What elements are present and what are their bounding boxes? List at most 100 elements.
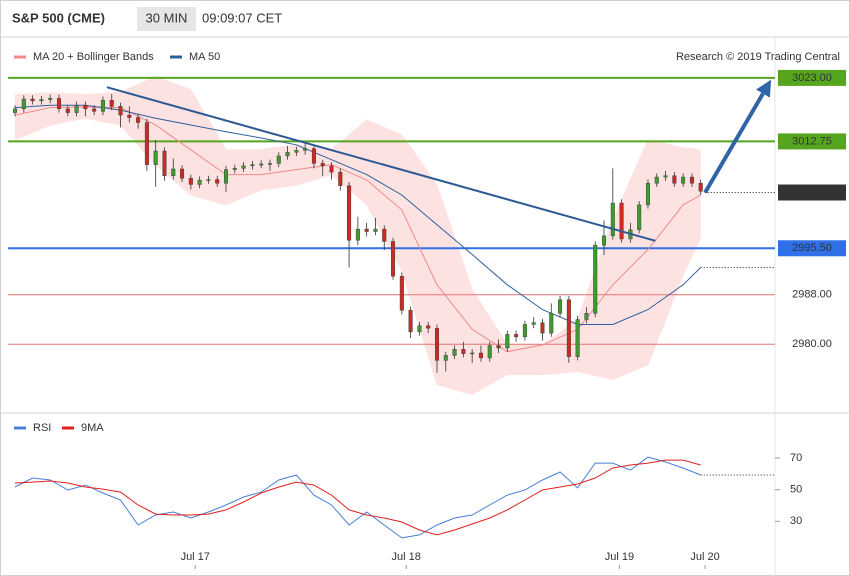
trendline bbox=[106, 86, 656, 242]
candle-body bbox=[663, 175, 668, 178]
candle-body bbox=[320, 163, 325, 167]
candle-body bbox=[153, 150, 158, 165]
candle-body bbox=[558, 299, 563, 314]
candle-body bbox=[417, 325, 422, 333]
candle-body bbox=[13, 108, 18, 113]
level-label: 3004.50 bbox=[792, 186, 832, 198]
moving-average bbox=[14, 104, 702, 325]
candle-body bbox=[241, 165, 246, 169]
candle-body bbox=[549, 313, 554, 334]
interval-box bbox=[137, 7, 196, 31]
candle-body bbox=[21, 98, 26, 110]
candle-body bbox=[575, 319, 580, 357]
candle-body bbox=[452, 349, 457, 356]
x-tick-label: Jul 19 bbox=[605, 551, 634, 563]
bollinger-lower bbox=[14, 117, 702, 396]
legend-label: MA 50 bbox=[189, 51, 220, 63]
candle-body bbox=[259, 163, 264, 166]
candle-body bbox=[496, 345, 501, 349]
candle-body bbox=[443, 355, 448, 361]
candle-body bbox=[522, 324, 527, 338]
candle-body bbox=[136, 117, 141, 123]
candle-body bbox=[250, 164, 255, 167]
candle-body bbox=[197, 179, 202, 185]
bollinger-upper bbox=[14, 76, 701, 346]
candle-body bbox=[434, 327, 439, 361]
candle-body bbox=[83, 104, 88, 110]
rsi-line bbox=[14, 456, 701, 539]
level-label: 2995.50 bbox=[792, 242, 832, 254]
candle-body bbox=[408, 310, 413, 333]
candle-body bbox=[144, 122, 149, 165]
candle-body bbox=[294, 150, 299, 153]
candle-body bbox=[610, 202, 615, 237]
candle-body bbox=[637, 204, 642, 230]
level-box bbox=[778, 133, 846, 150]
symbol: S&P 500 (CME) bbox=[12, 10, 105, 25]
candle-body bbox=[171, 168, 176, 176]
interval: 30 MIN bbox=[146, 10, 188, 25]
level-box bbox=[778, 184, 846, 201]
level-label: 2980.00 bbox=[792, 338, 832, 350]
candle-body bbox=[698, 183, 703, 192]
rsi-line bbox=[14, 459, 701, 536]
forecast-arrowhead bbox=[756, 79, 772, 98]
candle-body bbox=[215, 179, 220, 184]
time: 09:09:07 CET bbox=[202, 10, 282, 25]
candle-body bbox=[267, 163, 272, 165]
candle-body bbox=[109, 100, 114, 107]
candle-body bbox=[619, 202, 624, 240]
legend-label: 9MA bbox=[81, 422, 104, 434]
candle-body bbox=[162, 150, 167, 176]
candle-body bbox=[118, 106, 123, 116]
candle-body bbox=[364, 228, 369, 232]
candle-body bbox=[505, 334, 510, 349]
candle-body bbox=[584, 313, 589, 320]
candle-body bbox=[566, 299, 571, 357]
level-box bbox=[778, 69, 846, 86]
candle-body bbox=[30, 98, 35, 102]
copyright: Research © 2019 Trading Central bbox=[676, 51, 840, 63]
candle-body bbox=[391, 241, 396, 277]
candle-body bbox=[329, 165, 334, 173]
candle-body bbox=[338, 171, 343, 186]
candle-body bbox=[461, 349, 466, 354]
candle-body bbox=[602, 235, 607, 246]
candle-body bbox=[303, 148, 308, 151]
candle-body bbox=[285, 152, 290, 157]
y-tick-label: 70 bbox=[790, 452, 802, 464]
candle-body bbox=[645, 183, 650, 206]
candle-body bbox=[593, 244, 598, 314]
candle-body bbox=[487, 345, 492, 359]
candle-body bbox=[373, 228, 378, 232]
candle-body bbox=[426, 325, 431, 329]
candle-body bbox=[232, 168, 237, 170]
candle-body bbox=[92, 108, 97, 112]
candle-body bbox=[206, 179, 211, 181]
candle-body bbox=[470, 352, 475, 355]
candle-body bbox=[399, 275, 404, 311]
candle-body bbox=[531, 322, 536, 325]
level-box bbox=[778, 240, 846, 257]
candle-body bbox=[311, 148, 316, 164]
candle-body bbox=[355, 228, 360, 241]
x-tick-label: Jul 17 bbox=[181, 551, 210, 563]
y-tick-label: 30 bbox=[790, 515, 802, 527]
candle-body bbox=[48, 98, 53, 100]
candle-body bbox=[478, 352, 483, 359]
candle-body bbox=[654, 176, 659, 184]
level-label: 3023.00 bbox=[792, 72, 832, 84]
forecast-arrow bbox=[703, 92, 765, 194]
x-tick-label: Jul 20 bbox=[690, 551, 719, 563]
x-tick-label: Jul 18 bbox=[392, 551, 421, 563]
candle-body bbox=[39, 99, 44, 102]
candle-body bbox=[74, 104, 79, 113]
candle-body bbox=[100, 100, 105, 112]
candle-body bbox=[540, 322, 545, 334]
candle-body bbox=[689, 176, 694, 184]
candle-body bbox=[681, 176, 686, 184]
candle-body bbox=[127, 114, 132, 118]
candle-body bbox=[672, 175, 677, 184]
candle-body bbox=[188, 178, 193, 185]
